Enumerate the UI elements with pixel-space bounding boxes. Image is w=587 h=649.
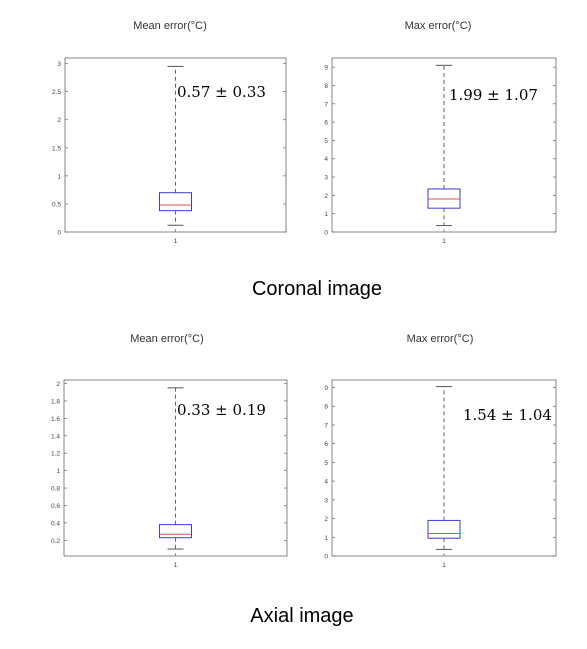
caption-axial: Axial image	[250, 605, 354, 627]
y-tick-label: 1.8	[51, 398, 60, 405]
y-tick-label: 1.4	[51, 433, 60, 440]
y-tick-label: 8	[324, 404, 328, 411]
y-tick-label: 0	[324, 554, 328, 561]
y-tick-label: 1	[57, 173, 61, 180]
y-tick-label: 9	[324, 385, 328, 392]
y-tick-label: 1	[56, 468, 60, 475]
y-tick-label: 8	[324, 83, 328, 90]
y-tick-label: 0.8	[51, 486, 60, 493]
y-tick-label: 4	[324, 156, 328, 163]
y-tick-label: 7	[324, 422, 328, 429]
y-tick-label: 6	[324, 120, 328, 127]
x-tick-label: 1	[442, 238, 446, 245]
y-tick-label: 0.4	[51, 520, 60, 527]
chart-2-title: Max error(°C)	[404, 20, 472, 32]
x-tick-label: 1	[442, 562, 446, 569]
y-tick-label: 0.5	[52, 201, 61, 208]
y-tick-label: 0.2	[51, 538, 60, 545]
x-tick-label: 1	[174, 562, 178, 569]
y-tick-label: 1	[324, 211, 328, 218]
y-tick-label: 2	[324, 516, 328, 523]
y-tick-label: 2	[57, 117, 61, 124]
stats-annotation: 0.33 ± 0.19	[177, 401, 266, 419]
y-tick-label: 0.6	[51, 503, 60, 510]
y-tick-label: 3	[57, 61, 61, 68]
caption-coronal: Coronal image	[251, 278, 383, 300]
chart-1: 0 0.5 1 1.5 2 2.5 3 1 0.57 ± 0.33	[52, 57, 287, 245]
y-tick-label: 4	[324, 479, 328, 486]
stats-annotation: 0.57 ± 0.33	[177, 83, 266, 101]
y-tick-label: 2.5	[52, 89, 61, 96]
box-iqr	[159, 192, 192, 212]
y-tick-label: 0	[57, 230, 61, 237]
box-iqr	[159, 524, 192, 539]
x-tick-label: 1	[174, 238, 178, 245]
chart-2: 0 1 2 3 4 5 6 7 8 9 1 1.99 ± 1.07	[324, 57, 557, 245]
chart-3: 0.2 0.4 0.6 0.8 1 1.2 1.4 1.6 1.8 2 1 0.33 ± 0.19	[51, 379, 288, 569]
y-tick-label: 1.2	[51, 451, 60, 458]
chart-4: 0 1 2 3 4 5 6 7 8 9 1 1.54 ± 1.04	[324, 379, 557, 569]
y-tick-label: 6	[324, 441, 328, 448]
y-tick-label: 7	[324, 101, 328, 108]
y-tick-label: 3	[324, 497, 328, 504]
y-tick-label: 2	[56, 381, 60, 388]
y-tick-label: 5	[324, 460, 328, 467]
y-tick-label: 9	[324, 65, 328, 72]
y-tick-label: 0	[324, 230, 328, 237]
y-tick-label: 1.5	[52, 145, 61, 152]
y-tick-label: 1.6	[51, 416, 60, 423]
chart-3-title: Mean error(°C)	[130, 333, 204, 345]
y-tick-label: 5	[324, 138, 328, 145]
box-iqr	[427, 519, 461, 539]
chart-1-title: Mean error(°C)	[133, 20, 207, 32]
chart-4-title: Max error(°C)	[406, 333, 474, 345]
y-tick-label: 3	[324, 175, 328, 182]
stats-annotation: 1.99 ± 1.07	[449, 86, 538, 104]
y-tick-label: 1	[324, 535, 328, 542]
stats-annotation: 1.54 ± 1.04	[463, 406, 552, 424]
y-tick-label: 2	[324, 193, 328, 200]
